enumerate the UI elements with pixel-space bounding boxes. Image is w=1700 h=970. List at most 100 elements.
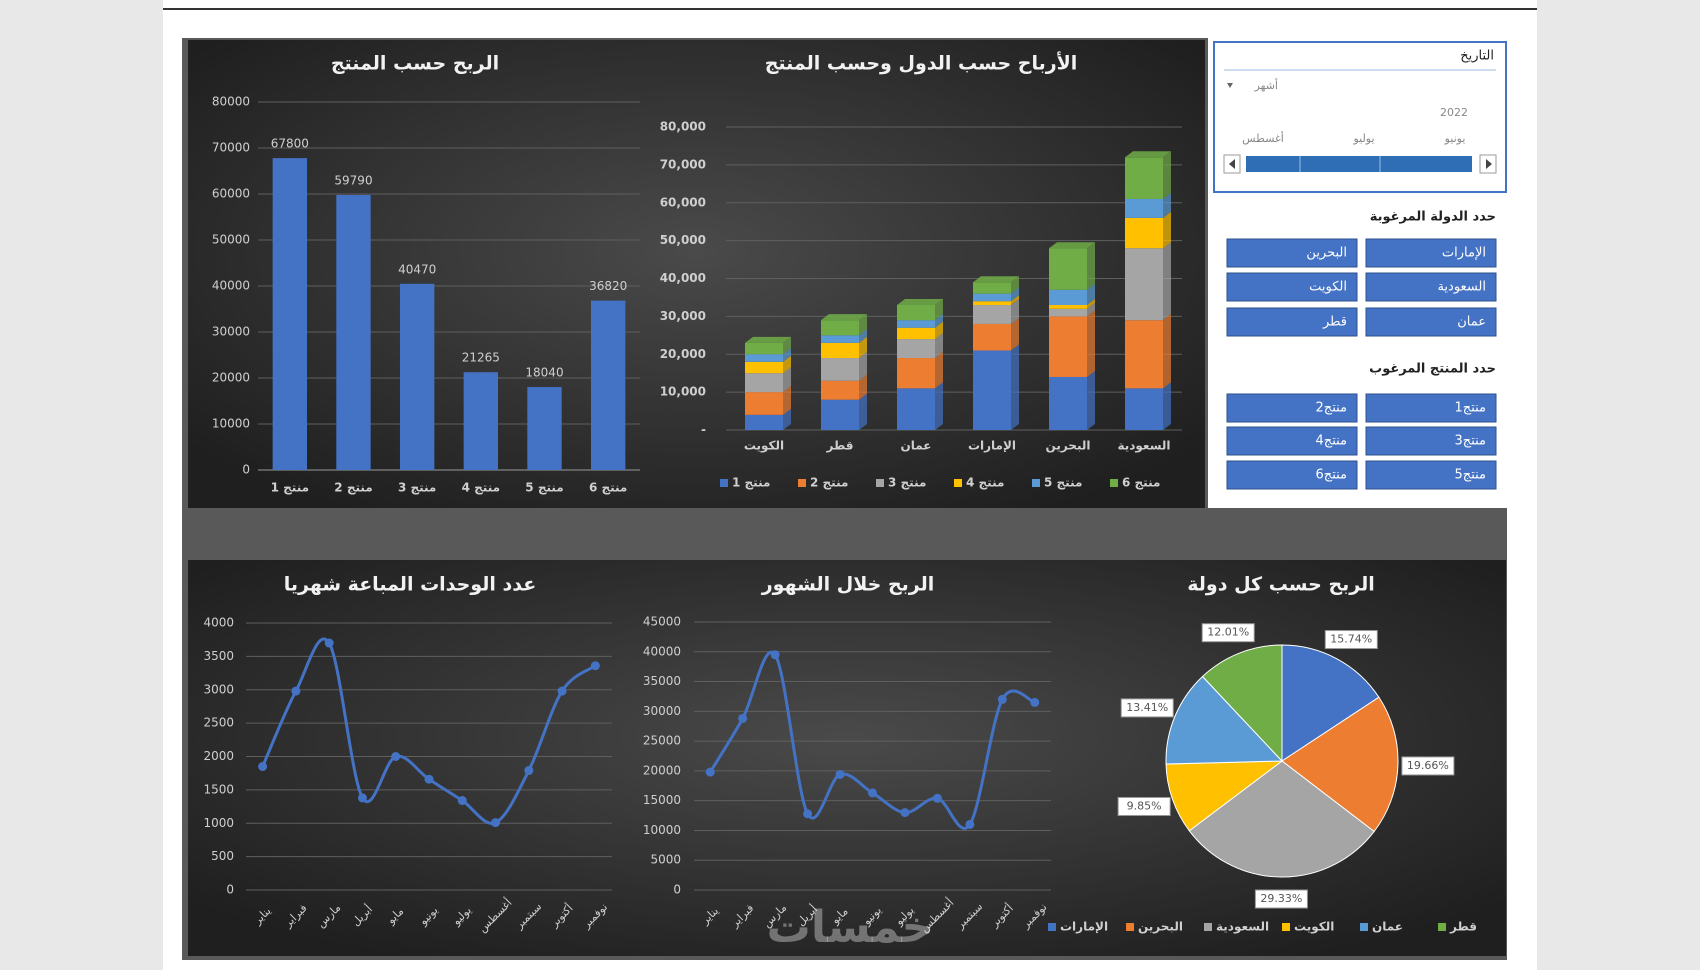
bar-segment <box>1125 320 1163 389</box>
slicer-button-label[interactable]: السعودية <box>1437 280 1486 295</box>
bar-side <box>1163 382 1171 430</box>
y-tick-label: 3500 <box>203 649 234 663</box>
line-marker <box>524 766 534 776</box>
slicer-button-label[interactable]: قطر <box>1322 315 1347 330</box>
bar-side <box>1011 276 1019 294</box>
bar-side <box>1087 283 1095 306</box>
bar-segment <box>973 301 1011 306</box>
y-tick-label: 2000 <box>203 749 234 763</box>
data-label: 15.74% <box>1330 633 1372 646</box>
y-tick-label: 5000 <box>650 853 681 867</box>
legend-label: منتج 3 <box>888 476 926 490</box>
bar-side <box>859 352 867 381</box>
legend-swatch <box>1110 479 1118 487</box>
data-label-box <box>1201 623 1255 643</box>
year-label: 2022 <box>1440 106 1468 119</box>
bar-side <box>935 382 943 430</box>
bar-side <box>859 336 867 359</box>
slicer-button-label[interactable]: البحرين <box>1306 246 1347 261</box>
x-tick-label: منتج 5 <box>525 481 563 495</box>
y-tick-label: 60000 <box>212 187 250 201</box>
y-tick-label: 0 <box>226 883 234 897</box>
bar-side <box>1011 287 1019 302</box>
slicer-button-label[interactable]: منتج6 <box>1316 468 1347 483</box>
period-selector[interactable]: أشهر <box>1254 78 1278 92</box>
y-tick-label: 3000 <box>203 682 234 696</box>
y-tick-label: 1000 <box>203 816 234 830</box>
y-tick-label: 60,000 <box>660 195 706 209</box>
line-marker <box>258 762 268 772</box>
slicer-button-label[interactable]: الكويت <box>1309 280 1347 295</box>
data-label-box <box>1120 698 1174 718</box>
slicer-button[interactable] <box>1226 307 1358 337</box>
y-tick-label: 30000 <box>643 704 681 718</box>
bar-side <box>783 408 791 430</box>
x-tick-label: السعودية <box>1117 439 1170 454</box>
bar-segment <box>1049 308 1087 317</box>
slicer-button[interactable] <box>1365 460 1497 490</box>
data-label: 9.85% <box>1127 799 1162 812</box>
slicer-button[interactable] <box>1365 307 1497 337</box>
legend-swatch <box>1126 923 1134 931</box>
y-tick-label: 50,000 <box>660 233 706 247</box>
slicer-button-label[interactable]: منتج3 <box>1455 434 1486 449</box>
bar-segment <box>1049 305 1087 309</box>
bar-segment <box>821 342 859 359</box>
slicer-button-label[interactable]: الإمارات <box>1442 246 1486 261</box>
legend-swatch <box>1438 923 1446 931</box>
slicer-button-label[interactable]: عمان <box>1457 315 1486 330</box>
slicer-button-label[interactable]: منتج4 <box>1316 434 1347 449</box>
slicer-title: التاريخ <box>1460 49 1494 64</box>
bar-side <box>1011 299 1019 324</box>
slicer-button-label[interactable]: منتج5 <box>1455 468 1486 483</box>
legend-swatch <box>1048 923 1056 931</box>
bar-segment <box>973 293 1011 302</box>
line-marker <box>803 809 813 819</box>
data-label-box <box>1401 756 1455 776</box>
slicer-button[interactable] <box>1365 238 1497 268</box>
bar-segment <box>973 282 1011 294</box>
bar-segment <box>1049 376 1087 430</box>
legend-swatch <box>1282 923 1290 931</box>
timeline-bar[interactable] <box>1246 156 1472 172</box>
data-label: 19.66% <box>1407 759 1449 772</box>
slicer-button[interactable] <box>1226 460 1358 490</box>
line-marker <box>770 650 780 660</box>
slicer-button[interactable] <box>1365 393 1497 423</box>
slicer-button[interactable] <box>1365 272 1497 302</box>
slicer-button[interactable] <box>1226 426 1358 456</box>
slicer-button[interactable] <box>1365 426 1497 456</box>
legend-swatch <box>720 479 728 487</box>
line-marker <box>424 774 434 784</box>
legend-label: الكويت <box>1294 920 1334 935</box>
bar-side <box>783 367 791 393</box>
bar-segment <box>821 380 859 400</box>
dropdown-arrow[interactable] <box>1227 83 1233 88</box>
line <box>261 637 597 825</box>
bar-side <box>1011 317 1019 351</box>
legend-label: السعودية <box>1216 920 1269 935</box>
line-marker <box>1030 697 1040 707</box>
bar-top <box>745 336 791 343</box>
slicer-title: حدد المنتج المرغوب <box>1369 362 1496 377</box>
legend-swatch <box>876 479 884 487</box>
line-marker <box>932 793 942 803</box>
data-label: 67800 <box>271 137 309 151</box>
bar-segment <box>1125 157 1163 199</box>
line-marker <box>965 819 975 829</box>
slicer-button[interactable] <box>1226 393 1358 423</box>
slicer-button-label[interactable]: منتج1 <box>1455 401 1486 416</box>
legend-swatch <box>798 479 806 487</box>
bar-segment <box>973 350 1011 430</box>
slicer-button[interactable] <box>1226 238 1358 268</box>
bar <box>527 387 562 470</box>
line-marker <box>557 686 567 696</box>
y-tick-label: 0 <box>673 883 681 897</box>
bar-segment <box>897 305 935 321</box>
y-tick-label: 80,000 <box>660 120 706 134</box>
bar-side <box>1011 344 1019 430</box>
y-tick-label: 40000 <box>643 644 681 658</box>
slicer-button-label[interactable]: منتج2 <box>1316 401 1347 416</box>
slicer-button[interactable] <box>1226 272 1358 302</box>
slicer-title: حدد الدولة المرغوبة <box>1370 210 1496 225</box>
